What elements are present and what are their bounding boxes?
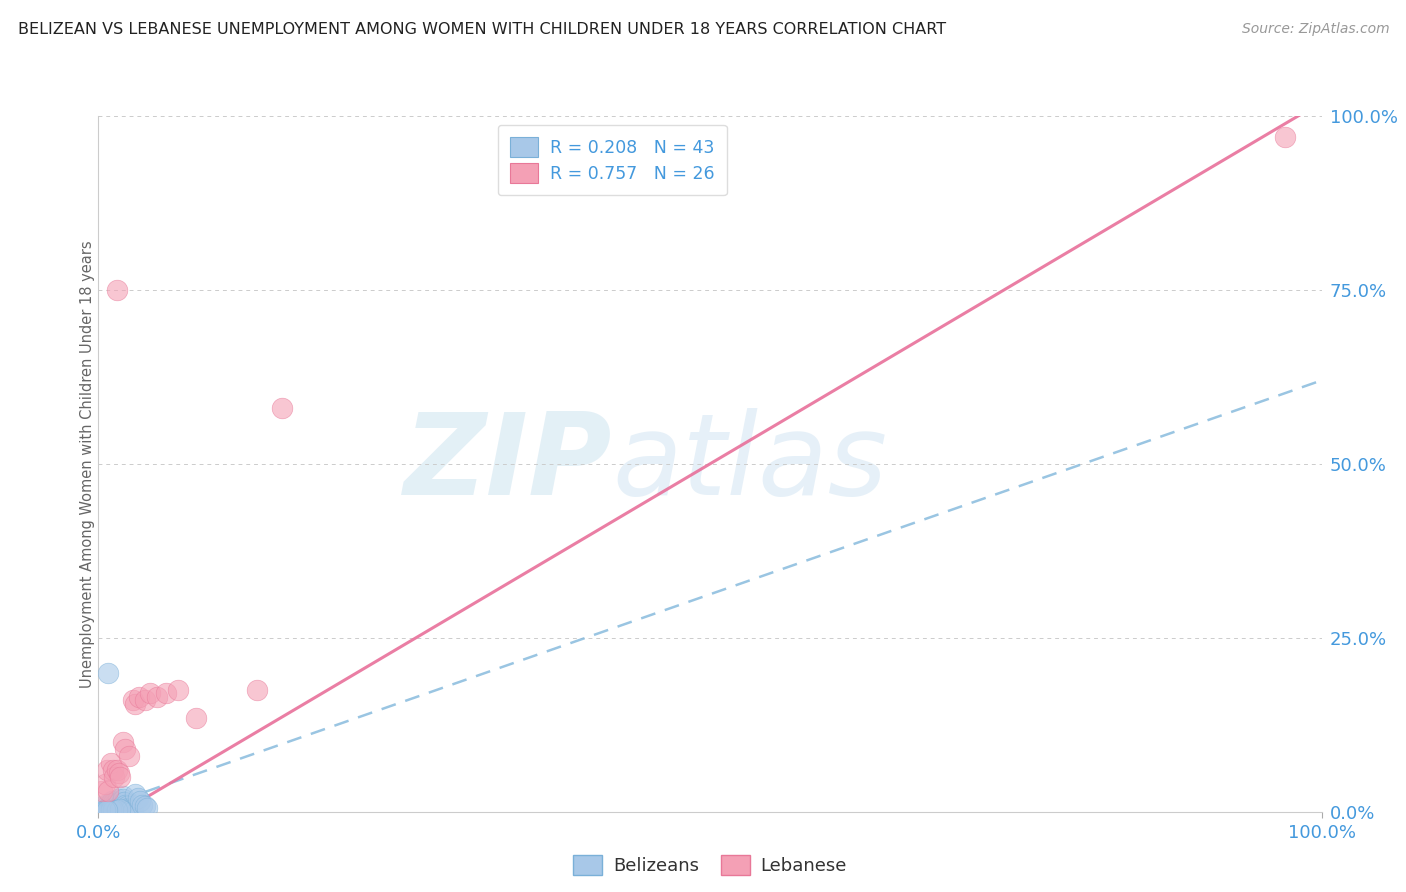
Text: atlas: atlas — [612, 409, 887, 519]
Point — [98, 802, 121, 816]
Point — [118, 802, 141, 816]
Point — [105, 802, 128, 816]
Point — [111, 735, 134, 749]
Point — [107, 792, 129, 806]
Point — [134, 799, 156, 814]
Point — [108, 795, 131, 809]
Point — [105, 800, 128, 814]
Point — [114, 742, 136, 756]
Point — [115, 799, 138, 814]
Point — [121, 804, 143, 818]
Point — [93, 803, 115, 817]
Point — [96, 800, 118, 814]
Point — [111, 799, 134, 814]
Point — [129, 794, 152, 808]
Point — [120, 803, 142, 817]
Point — [101, 763, 124, 777]
Point — [246, 683, 269, 698]
Point — [103, 797, 125, 812]
Point — [97, 665, 120, 680]
Point — [101, 794, 124, 808]
Point — [97, 784, 120, 798]
Text: Source: ZipAtlas.com: Source: ZipAtlas.com — [1241, 22, 1389, 37]
Point — [124, 697, 146, 711]
Point — [121, 693, 143, 707]
Point — [155, 686, 177, 700]
Point — [186, 711, 208, 725]
Text: BELIZEAN VS LEBANESE UNEMPLOYMENT AMONG WOMEN WITH CHILDREN UNDER 18 YEARS CORRE: BELIZEAN VS LEBANESE UNEMPLOYMENT AMONG … — [18, 22, 946, 37]
Point — [1274, 129, 1296, 144]
Point — [101, 803, 124, 817]
Point — [110, 770, 132, 784]
Point — [105, 283, 128, 297]
Point — [100, 756, 122, 770]
Point — [100, 803, 122, 817]
Point — [103, 770, 125, 784]
Point — [111, 789, 134, 804]
Point — [100, 797, 122, 812]
Point — [139, 686, 162, 700]
Point — [101, 797, 124, 811]
Point — [134, 693, 156, 707]
Point — [124, 788, 146, 801]
Y-axis label: Unemployment Among Women with Children Under 18 years: Unemployment Among Women with Children U… — [80, 240, 94, 688]
Point — [104, 799, 127, 814]
Text: ZIP: ZIP — [404, 409, 612, 519]
Point — [110, 802, 132, 816]
Point — [100, 797, 122, 811]
Point — [127, 790, 149, 805]
Point — [93, 797, 115, 812]
Point — [117, 800, 139, 814]
Legend: Belizeans, Lebanese: Belizeans, Lebanese — [567, 847, 853, 883]
Point — [96, 763, 118, 777]
Point — [100, 799, 122, 814]
Point — [96, 803, 118, 817]
Point — [94, 799, 117, 814]
Point — [136, 800, 159, 814]
Point — [100, 801, 122, 815]
Point — [108, 766, 131, 780]
Point — [105, 763, 128, 777]
Point — [118, 749, 141, 764]
Point — [128, 690, 150, 704]
Point — [93, 777, 115, 791]
Point — [105, 803, 128, 817]
Point — [167, 683, 190, 698]
Point — [120, 803, 142, 817]
Point — [91, 784, 114, 798]
Point — [112, 795, 135, 809]
Point — [110, 797, 132, 812]
Point — [100, 803, 122, 817]
Point — [111, 792, 134, 806]
Point — [270, 401, 294, 416]
Point — [114, 797, 136, 812]
Point — [97, 801, 120, 815]
Point — [146, 690, 169, 704]
Point — [131, 797, 153, 812]
